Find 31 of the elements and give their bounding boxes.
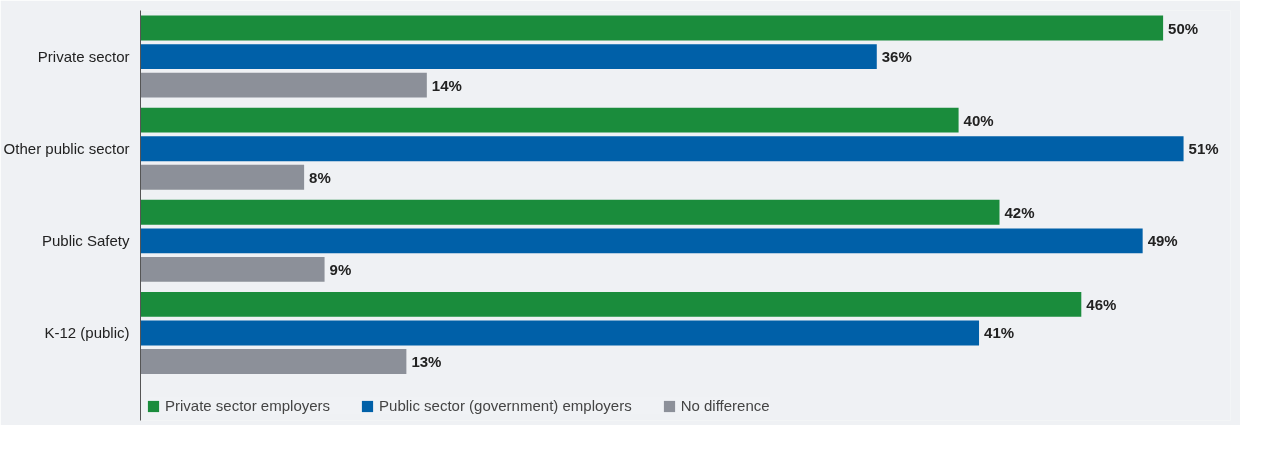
data-label: 40% [963,111,994,129]
data-label: 51% [1188,140,1219,158]
legend-label: Public sector (government) employers [379,397,632,414]
data-label: 14% [431,76,462,94]
bar [140,349,407,374]
bar [140,72,427,98]
bar [140,15,1164,41]
bar [140,320,980,346]
data-label: 9% [329,260,352,278]
data-label: 42% [1004,203,1035,221]
y-tick-label: Other public sector [3,140,130,158]
bar [140,199,1000,225]
y-tick-label: K-12 (public) [44,324,130,342]
bar [140,291,1082,317]
bar [140,44,877,70]
bar [140,164,305,190]
data-label: 49% [1147,232,1178,250]
legend-label: No difference [680,397,770,414]
data-label: 13% [411,353,442,371]
bar [140,256,325,282]
data-label: 8% [309,168,331,186]
bar [140,136,1184,162]
data-label: 41% [984,324,1015,342]
y-tick-label: Public Safety [41,232,130,250]
bar [140,228,1143,254]
bar [140,107,959,133]
y-tick-label: Private sector [37,48,130,66]
data-label: 46% [1086,295,1117,313]
data-label: 50% [1168,19,1199,37]
legend-label: Private sector employers [165,397,331,414]
data-label: 36% [881,48,912,66]
